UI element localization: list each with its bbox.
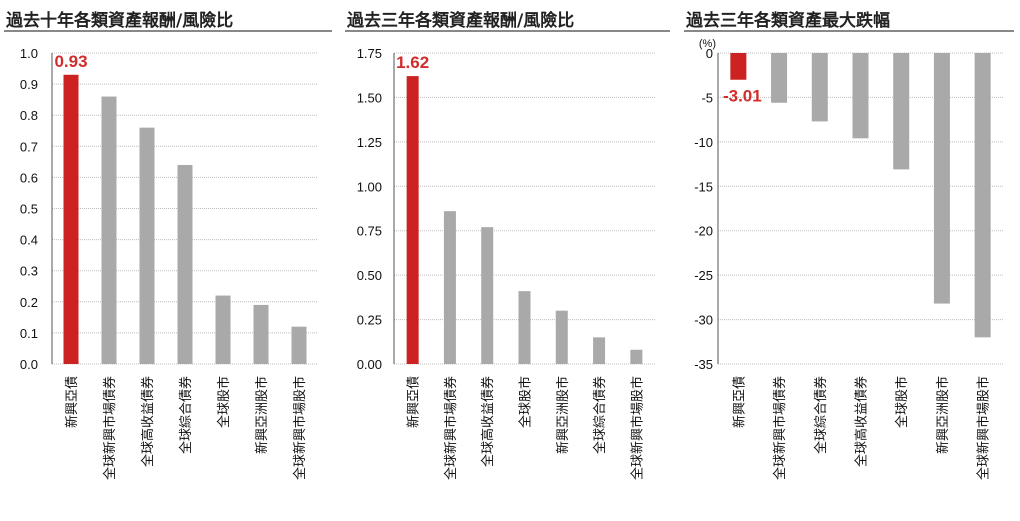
category-label: 全球股市 (518, 376, 534, 428)
category-label: 新興亞洲股市 (555, 376, 571, 454)
bar (593, 337, 606, 364)
y-tick-label: 0.7 (20, 139, 38, 154)
bar (139, 127, 155, 364)
category-label: 全球新興市場債券 (443, 376, 459, 480)
bar (215, 295, 231, 364)
category-label: 全球股市 (894, 376, 910, 428)
bar (481, 227, 494, 364)
y-tick-label: 1.75 (357, 46, 382, 61)
y-tick-label: -15 (694, 179, 713, 194)
category-label: 全球綜合債券 (592, 376, 608, 454)
bar (101, 96, 117, 364)
bar (933, 53, 950, 304)
category-label: 新興亞洲股市 (935, 376, 951, 454)
category-label: 新興亞債 (406, 376, 422, 428)
y-tick-label: 1.25 (357, 135, 382, 150)
y-tick-label: 0.4 (20, 233, 38, 248)
category-label: 全球綜合債券 (178, 376, 194, 454)
y-tick-label: -10 (694, 135, 713, 150)
y-tick-label: 1.50 (357, 90, 382, 105)
y-tick-label: -35 (694, 357, 713, 372)
y-tick-label: 0.0 (20, 357, 38, 372)
bar (852, 53, 869, 139)
bar-highlight (63, 74, 79, 365)
y-tick-label: 0.00 (357, 357, 382, 372)
title-rule-1 (4, 30, 332, 32)
title-rule-3 (684, 30, 1014, 32)
y-tick-label: 0.25 (357, 313, 382, 328)
category-label: 新興亞債 (64, 376, 80, 428)
chart-title-2: 過去三年各類資產報酬/風險比 (347, 11, 575, 31)
category-label: 全球高收益債券 (480, 376, 496, 467)
bar (811, 53, 828, 122)
data-label-highlight: 0.93 (54, 52, 87, 71)
category-label: 全球股市 (216, 376, 232, 428)
category-label: 全球新興市場債券 (772, 376, 788, 480)
data-label-highlight: -3.01 (723, 87, 762, 106)
unit-label: (%) (699, 38, 716, 50)
category-label: 全球新興市場股市 (629, 376, 645, 480)
category-label: 全球新興市場債券 (102, 376, 118, 480)
y-tick-label: -20 (694, 224, 713, 239)
bar (518, 291, 531, 364)
bar-highlight (406, 76, 419, 365)
y-tick-label: 1.0 (20, 46, 38, 61)
category-label: 全球新興市場股市 (976, 376, 992, 480)
y-tick-label: 0.1 (20, 326, 38, 341)
category-label: 新興亞洲股市 (254, 376, 270, 454)
y-tick-label: 0.5 (20, 202, 38, 217)
y-tick-label: 0 (706, 46, 713, 61)
y-tick-label: 0.9 (20, 77, 38, 92)
bar (893, 53, 910, 170)
data-label-highlight: 1.62 (396, 53, 429, 72)
y-tick-label: -25 (694, 268, 713, 283)
category-label: 全球綜合債券 (813, 376, 829, 454)
bar (253, 304, 269, 364)
category-label: 新興亞債 (731, 376, 747, 428)
y-tick-label: 0.50 (357, 268, 382, 283)
bar (291, 326, 307, 364)
y-tick-label: 0.6 (20, 170, 38, 185)
bar (555, 310, 568, 364)
chart-title-1: 過去十年各類資產報酬/風險比 (6, 11, 234, 31)
bar (630, 349, 643, 364)
y-tick-label: -5 (701, 90, 713, 105)
bar (443, 211, 456, 364)
bar (974, 53, 991, 338)
y-tick-label: 1.00 (357, 179, 382, 194)
y-tick-label: 0.3 (20, 264, 38, 279)
chart-title-3: 過去三年各類資產最大跌幅 (686, 11, 890, 31)
y-tick-label: 0.75 (357, 224, 382, 239)
title-rule-2 (345, 30, 670, 32)
y-tick-label: 0.2 (20, 295, 38, 310)
category-label: 全球高收益債券 (140, 376, 156, 467)
category-label: 全球高收益債券 (854, 376, 870, 467)
category-label: 全球新興市場股市 (292, 376, 308, 480)
bar-highlight (730, 53, 747, 80)
y-tick-label: 0.8 (20, 108, 38, 123)
y-tick-label: -30 (694, 313, 713, 328)
bar (177, 164, 193, 364)
bar (771, 53, 788, 103)
